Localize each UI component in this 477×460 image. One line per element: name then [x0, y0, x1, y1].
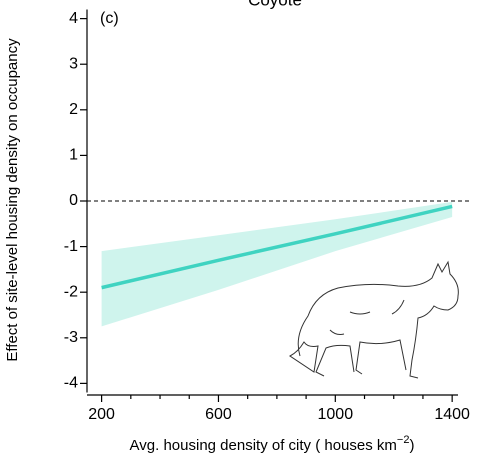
x-axis-label-end: ) [409, 437, 414, 454]
plot-area: -4 -3 -2 -1 0 1 2 3 4 200 600 1000 1400 [64, 9, 470, 423]
x-axis-label-text: Avg. housing density of city ( houses km [130, 437, 397, 454]
x-axis-label: Avg. housing density of city ( houses km… [130, 434, 415, 454]
y-tick-label: -1 [64, 238, 78, 255]
y-tick-label: -2 [64, 283, 78, 300]
y-tick-label: 2 [69, 101, 78, 118]
x-tick-label: 600 [205, 406, 232, 423]
x-tick-label: 1000 [318, 406, 354, 423]
confidence-band [101, 201, 453, 327]
coyote-illustration [289, 260, 459, 379]
panel-label: (c) [100, 10, 119, 27]
y-tick-label: -3 [64, 329, 78, 346]
x-tick-label: 200 [88, 406, 115, 423]
y-tick-label: -4 [64, 375, 78, 392]
x-tick-label: 1400 [434, 406, 470, 423]
y-tick-label: 0 [69, 192, 78, 209]
y-axis-label: Effect of site-level housing density on … [4, 38, 21, 362]
y-tick-label: 4 [69, 10, 78, 27]
y-tick-label: 1 [69, 147, 78, 164]
x-axis-label-sup: −2 [397, 434, 410, 446]
line [101, 204, 453, 290]
chart-title: Coyote [248, 0, 302, 9]
y-tick-label: 3 [69, 55, 78, 72]
